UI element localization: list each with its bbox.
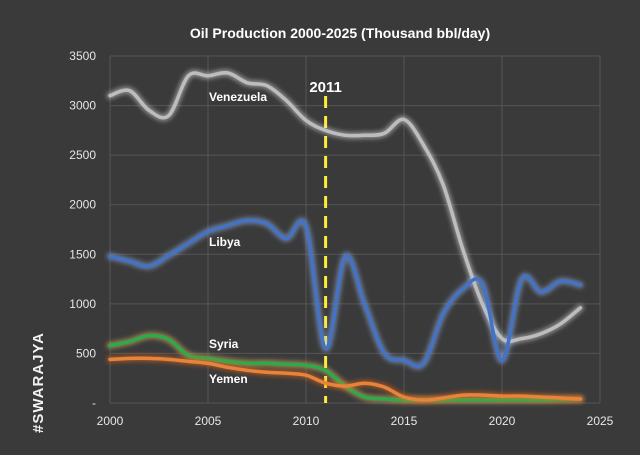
- series-glow-venezuela: [106, 69, 584, 345]
- series-line-libya: [108, 218, 583, 369]
- x-tick-label: 2015: [391, 414, 418, 428]
- brand-watermark: #SWARAJYA: [30, 332, 47, 433]
- series-line-yemen: [108, 356, 583, 402]
- x-axis-tick-labels: 2000 2005 2010 2015 2020 2025: [97, 414, 614, 428]
- label-syria: Syria: [209, 337, 239, 351]
- grid-lines: [109, 55, 601, 404]
- y-axis-tick-labels: - 500 1000 1500 2000 2500 3000 3500: [69, 49, 96, 410]
- series-lines: [106, 69, 584, 404]
- series-glow-libya: [106, 216, 584, 370]
- x-tick-label: 2020: [489, 414, 516, 428]
- x-tick-label: 2005: [195, 414, 222, 428]
- x-tick-label: 2025: [587, 414, 614, 428]
- y-tick-label: 3500: [69, 49, 96, 63]
- y-tick-label: 1000: [69, 297, 96, 311]
- year-marker: 2011: [309, 79, 342, 403]
- y-tick-label: 2000: [69, 198, 96, 212]
- label-yemen: Yemen: [209, 372, 248, 386]
- label-venezuela: Venezuela: [209, 90, 267, 104]
- chart-title: Oil Production 2000-2025 (Thousand bbl/d…: [190, 25, 490, 41]
- x-tick-label: 2000: [97, 414, 124, 428]
- y-tick-label: -: [92, 396, 96, 410]
- x-tick-label: 2010: [293, 414, 320, 428]
- series-glow-yemen: [106, 354, 584, 404]
- y-tick-label: 3000: [69, 99, 96, 113]
- series-labels: Venezuela Libya Syria Yemen: [209, 90, 267, 386]
- y-tick-label: 500: [76, 346, 96, 360]
- y-tick-label: 1500: [69, 247, 96, 261]
- y-tick-label: 2500: [69, 148, 96, 162]
- marker-2011-label: 2011: [309, 79, 342, 96]
- label-libya: Libya: [209, 235, 241, 249]
- series-line-venezuela: [108, 70, 583, 344]
